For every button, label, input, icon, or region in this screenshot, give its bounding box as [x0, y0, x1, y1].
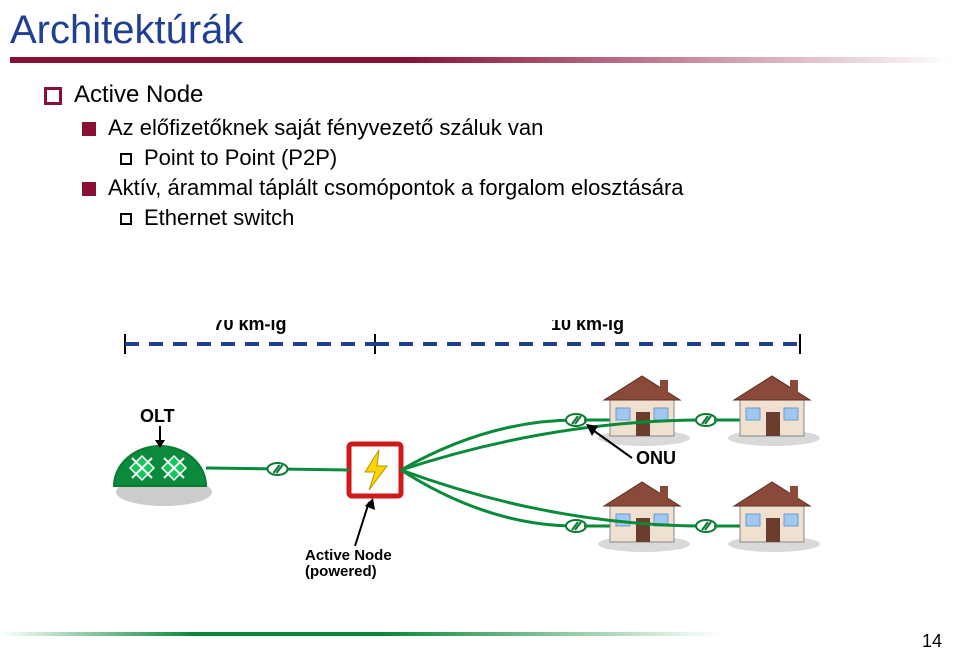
svg-text:OLT: OLT	[140, 406, 175, 426]
bullet-l3b-text: Ethernet switch	[144, 205, 294, 231]
svg-text:70 km-ig: 70 km-ig	[213, 320, 286, 334]
bullet-l2b: Aktív, árammal táplált csomópontok a for…	[82, 175, 960, 201]
bullet-l3b: Ethernet switch	[120, 205, 960, 231]
bullet-l2a-text: Az előfizetőknek saját fényvezető száluk…	[108, 115, 543, 141]
bullet-l1: Active Node	[44, 81, 960, 109]
square-fill-marker	[82, 122, 96, 136]
square-fill-marker	[82, 182, 96, 196]
svg-text:ONU: ONU	[636, 448, 676, 468]
svg-text:10 km-ig: 10 km-ig	[551, 320, 624, 334]
network-diagram: 70 km-ig 10 km-ig OLT Active Node(powered) O…	[100, 320, 860, 600]
page-number: 14	[922, 631, 942, 652]
bullet-l3a: Point to Point (P2P)	[120, 145, 960, 171]
footer-rule	[0, 632, 960, 636]
square-open-small-marker	[120, 153, 132, 165]
bullet-l2b-text: Aktív, árammal táplált csomópontok a for…	[108, 175, 684, 201]
svg-text:Active Node: Active Node	[305, 547, 392, 564]
diagram-svg: 70 km-ig 10 km-ig OLT Active Node(powered) O…	[100, 320, 860, 600]
svg-text:(powered): (powered)	[305, 563, 377, 580]
square-open-small-marker	[120, 213, 132, 225]
bullet-l2a: Az előfizetőknek saját fényvezető száluk…	[82, 115, 960, 141]
content-block: Active Node Az előfizetőknek saját fényv…	[0, 63, 960, 231]
bullet-l1-text: Active Node	[74, 81, 203, 109]
square-open-marker	[44, 87, 62, 105]
page-title: Architektúrák	[0, 0, 960, 57]
bullet-l3a-text: Point to Point (P2P)	[144, 145, 337, 171]
